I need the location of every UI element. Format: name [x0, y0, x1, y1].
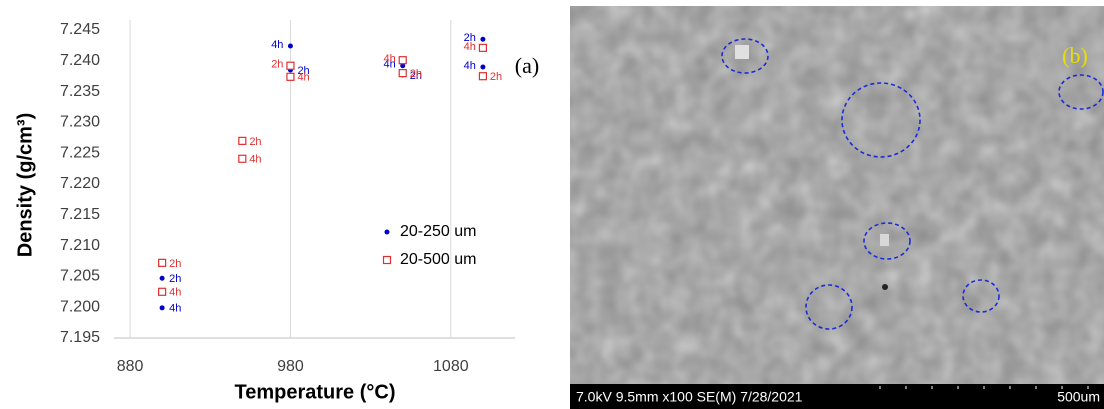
marker — [287, 62, 294, 69]
marker — [480, 37, 485, 42]
x-tick-label: 1080 — [433, 358, 469, 375]
legend-label: 20-500 um — [400, 251, 477, 268]
marker — [288, 44, 293, 49]
y-axis-title: Density (g/cm³) — [14, 113, 36, 257]
y-tick-label: 7.195 — [60, 329, 100, 346]
point-label: 2h — [169, 258, 181, 270]
marker — [399, 70, 406, 77]
point-label: 4h — [169, 287, 181, 299]
marker — [399, 57, 406, 64]
x-axis-title: Temperature (°C) — [235, 381, 396, 403]
y-tick-label: 7.235 — [60, 83, 100, 100]
point-label: 2h — [490, 71, 502, 83]
marker — [160, 305, 165, 310]
sem-texture — [570, 6, 1104, 384]
y-tick-label: 7.240 — [60, 52, 100, 69]
sem-info: 7.0kV 9.5mm x100 SE(M) 7/28/2021 — [576, 389, 803, 405]
marker — [239, 155, 246, 162]
particle — [735, 45, 749, 59]
marker — [480, 64, 485, 69]
figure: (b) 7.0kV 9.5mm x100 SE(M) 7/28/2021 500… — [0, 0, 1104, 409]
point-label: 2h — [271, 59, 283, 71]
marker — [159, 259, 166, 266]
panel-label: (a) — [515, 53, 539, 78]
scale-label: 500um — [1057, 389, 1100, 405]
y-tick-label: 7.230 — [60, 114, 100, 131]
legend-marker — [385, 230, 390, 235]
pore — [882, 284, 888, 290]
y-tick-label: 7.205 — [60, 268, 100, 285]
marker — [287, 73, 294, 80]
panel-label: (b) — [1062, 43, 1088, 68]
point-label: 4h — [464, 60, 476, 72]
marker — [160, 276, 165, 281]
y-tick-label: 7.210 — [60, 237, 100, 254]
point-label: 4h — [271, 39, 283, 51]
point-label: 4h — [249, 154, 261, 166]
y-tick-label: 7.215 — [60, 206, 100, 223]
point-label: 2h — [249, 136, 261, 148]
marker — [479, 73, 486, 80]
legend-marker — [384, 257, 391, 264]
y-tick-label: 7.220 — [60, 175, 100, 192]
y-tick-label: 7.225 — [60, 144, 100, 161]
x-tick-label: 980 — [277, 358, 304, 375]
point-label: 4h — [464, 41, 476, 53]
y-tick-label: 7.245 — [60, 21, 100, 38]
point-label: 2h — [169, 273, 181, 285]
marker — [479, 44, 486, 51]
point-label: 4h — [169, 303, 181, 315]
micrograph: (b) 7.0kV 9.5mm x100 SE(M) 7/28/2021 500… — [570, 6, 1104, 409]
x-tick-label: 880 — [117, 358, 144, 375]
point-label: 2h — [410, 68, 422, 80]
particle — [880, 234, 889, 246]
marker — [239, 137, 246, 144]
legend-label: 20-250 um — [400, 223, 477, 240]
marker — [159, 288, 166, 295]
y-tick-label: 7.200 — [60, 298, 100, 315]
point-label: 4h — [297, 72, 309, 84]
point-label: 4h — [383, 53, 395, 65]
